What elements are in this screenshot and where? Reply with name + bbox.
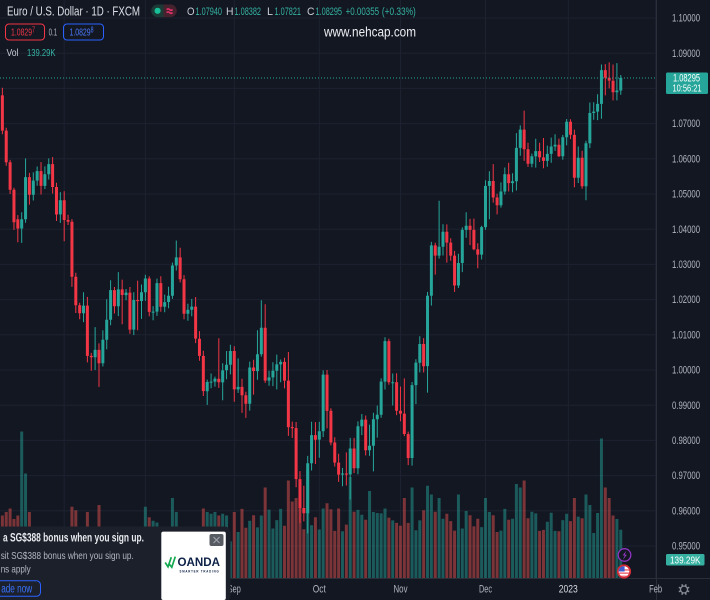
svg-text:Vol: Vol — [7, 47, 19, 59]
svg-text:0.99000: 0.99000 — [672, 400, 700, 412]
svg-text:1.05000: 1.05000 — [672, 189, 700, 201]
svg-text:2023: 2023 — [559, 584, 578, 596]
svg-text:sit SG$388 bonus when you sign: sit SG$388 bonus when you sign up. — [1, 550, 134, 562]
svg-text:1.10000: 1.10000 — [672, 13, 700, 25]
svg-text:1.04000: 1.04000 — [672, 224, 700, 236]
svg-text:(+0.33%): (+0.33%) — [382, 6, 416, 18]
svg-text:Oct: Oct — [313, 584, 326, 596]
svg-text:1.00000: 1.00000 — [672, 365, 700, 377]
svg-text:1.08295: 1.08295 — [673, 73, 700, 85]
svg-text:Nov: Nov — [394, 584, 408, 596]
svg-text:0.1: 0.1 — [49, 27, 58, 39]
svg-text:ns apply: ns apply — [1, 564, 32, 576]
svg-text:SMARTER TRADING: SMARTER TRADING — [180, 569, 220, 573]
svg-text:1.07821: 1.07821 — [275, 6, 302, 18]
svg-text:1.01000: 1.01000 — [672, 329, 700, 341]
svg-text:+0.00355: +0.00355 — [346, 6, 380, 18]
svg-text:L: L — [267, 6, 273, 18]
svg-text:H: H — [226, 6, 234, 18]
svg-text:139.29K: 139.29K — [27, 47, 56, 59]
svg-text:1.08298: 1.08298 — [70, 26, 94, 39]
svg-text:a SG$388 bonus when you sign u: a SG$388 bonus when you sign up. — [3, 531, 144, 545]
svg-text:OANDA: OANDA — [178, 557, 221, 569]
svg-text:ade now: ade now — [1, 583, 32, 595]
svg-text:1.07940: 1.07940 — [196, 6, 223, 18]
svg-text:0.97000: 0.97000 — [672, 470, 700, 482]
svg-text:0.98000: 0.98000 — [672, 435, 700, 447]
svg-text:1.03000: 1.03000 — [672, 259, 700, 271]
svg-text:1.02000: 1.02000 — [672, 294, 700, 306]
svg-text:1.07000: 1.07000 — [672, 118, 700, 130]
svg-text:1.08382: 1.08382 — [235, 6, 262, 18]
svg-text:0.95000: 0.95000 — [672, 541, 700, 553]
svg-text:10:56:21: 10:56:21 — [673, 83, 702, 95]
svg-text:0.96000: 0.96000 — [672, 505, 700, 517]
svg-text:C: C — [307, 6, 315, 18]
svg-text:1.08297: 1.08297 — [11, 26, 35, 39]
svg-text:Euro / U.S. Dollar · 1D · FXCM: Euro / U.S. Dollar · 1D · FXCM — [7, 4, 140, 19]
svg-text:1.09000: 1.09000 — [672, 48, 700, 60]
svg-text:1.06000: 1.06000 — [672, 153, 700, 165]
svg-text:www.nehcap.com: www.nehcap.com — [323, 25, 416, 40]
svg-text:Dec: Dec — [479, 584, 492, 596]
svg-text:Feb: Feb — [649, 584, 662, 596]
svg-text:1.08295: 1.08295 — [316, 6, 343, 18]
svg-text:Sep: Sep — [228, 584, 241, 596]
svg-text:139.29K: 139.29K — [670, 555, 701, 567]
svg-text:O: O — [187, 6, 195, 18]
